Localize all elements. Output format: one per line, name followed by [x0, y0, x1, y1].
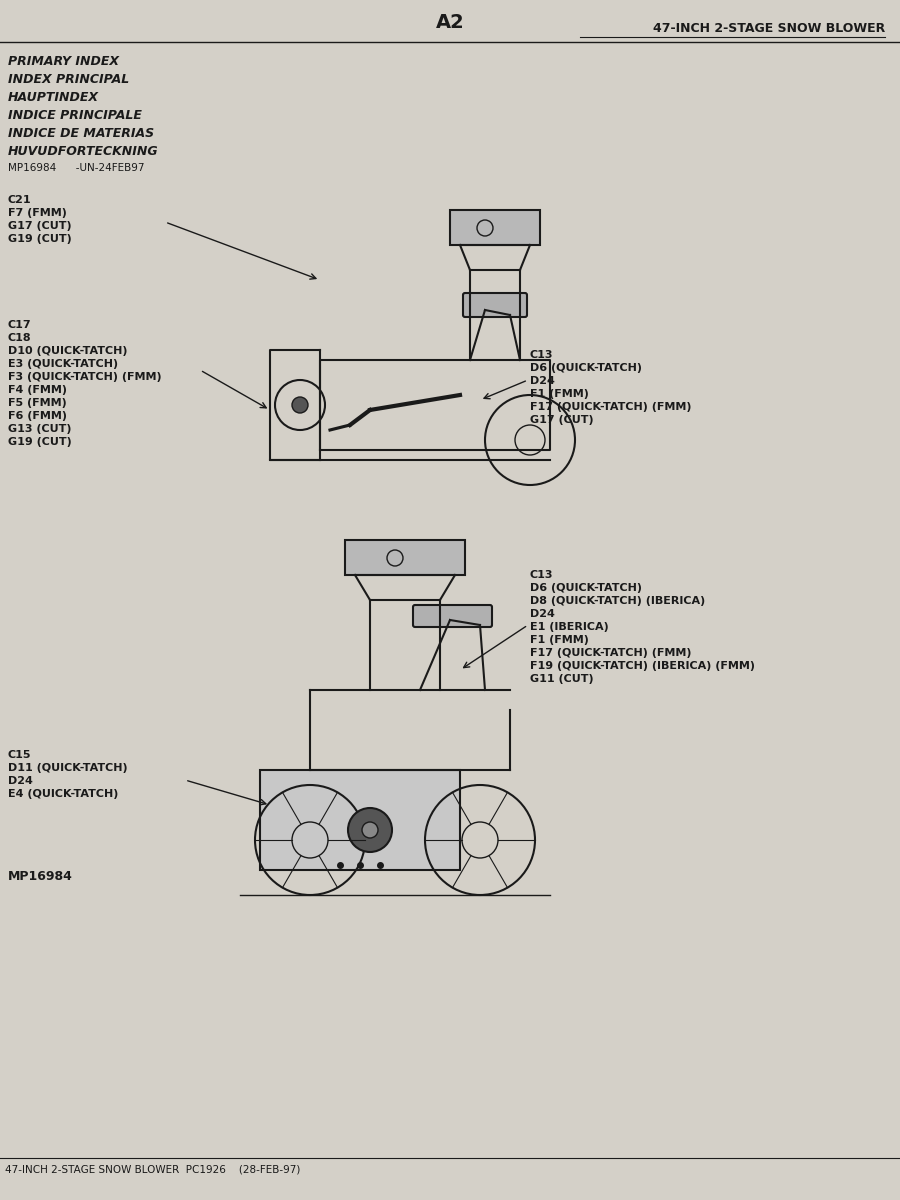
- Text: D10 (QUICK-TATCH): D10 (QUICK-TATCH): [8, 346, 128, 356]
- Text: F1 (FMM): F1 (FMM): [530, 389, 589, 398]
- Text: 47-INCH 2-STAGE SNOW BLOWER: 47-INCH 2-STAGE SNOW BLOWER: [652, 22, 885, 35]
- Text: PRIMARY INDEX: PRIMARY INDEX: [8, 55, 119, 68]
- FancyBboxPatch shape: [463, 293, 527, 317]
- Circle shape: [362, 822, 378, 838]
- Text: G19 (CUT): G19 (CUT): [8, 437, 72, 446]
- Text: D6 (QUICK-TATCH): D6 (QUICK-TATCH): [530, 362, 642, 373]
- Text: C18: C18: [8, 332, 32, 343]
- Text: D6 (QUICK-TATCH): D6 (QUICK-TATCH): [530, 583, 642, 593]
- Bar: [345, 540, 465, 575]
- Text: INDEX PRINCIPAL: INDEX PRINCIPAL: [8, 73, 130, 86]
- Text: G11 (CUT): G11 (CUT): [530, 674, 594, 684]
- Text: D24: D24: [530, 376, 555, 386]
- Text: D8 (QUICK-TATCH) (IBERICA): D8 (QUICK-TATCH) (IBERICA): [530, 596, 706, 606]
- FancyBboxPatch shape: [260, 770, 460, 870]
- Text: F4 (FMM): F4 (FMM): [8, 385, 67, 395]
- Text: G17 (CUT): G17 (CUT): [530, 415, 594, 425]
- Text: D24: D24: [8, 776, 33, 786]
- Text: 47-INCH 2-STAGE SNOW BLOWER  PC1926    (28-FEB-97): 47-INCH 2-STAGE SNOW BLOWER PC1926 (28-F…: [5, 1165, 301, 1175]
- Text: F5 (FMM): F5 (FMM): [8, 398, 67, 408]
- Text: INDICE DE MATERIAS: INDICE DE MATERIAS: [8, 127, 154, 140]
- Text: F17 (QUICK-TATCH) (FMM): F17 (QUICK-TATCH) (FMM): [530, 648, 691, 658]
- Text: C13: C13: [530, 570, 554, 580]
- Text: HUVUDFORTECKNING: HUVUDFORTECKNING: [8, 145, 158, 158]
- Text: F6 (FMM): F6 (FMM): [8, 410, 67, 421]
- Text: D11 (QUICK-TATCH): D11 (QUICK-TATCH): [8, 763, 128, 773]
- Text: G17 (CUT): G17 (CUT): [8, 221, 72, 230]
- Text: F3 (QUICK-TATCH) (FMM): F3 (QUICK-TATCH) (FMM): [8, 372, 162, 382]
- Text: D24: D24: [530, 608, 555, 619]
- Text: F19 (QUICK-TATCH) (IBERICA) (FMM): F19 (QUICK-TATCH) (IBERICA) (FMM): [530, 661, 755, 671]
- Text: C13: C13: [530, 350, 554, 360]
- Text: C17: C17: [8, 320, 32, 330]
- Text: HAUPTINDEX: HAUPTINDEX: [8, 91, 99, 104]
- Text: INDICE PRINCIPALE: INDICE PRINCIPALE: [8, 109, 142, 122]
- Text: F7 (FMM): F7 (FMM): [8, 208, 67, 218]
- Text: E4 (QUICK-TATCH): E4 (QUICK-TATCH): [8, 790, 119, 799]
- Circle shape: [292, 397, 308, 413]
- Text: A2: A2: [436, 12, 464, 31]
- Text: C21: C21: [8, 194, 32, 205]
- Text: F1 (FMM): F1 (FMM): [530, 635, 589, 646]
- Text: E3 (QUICK-TATCH): E3 (QUICK-TATCH): [8, 359, 118, 370]
- Text: C15: C15: [8, 750, 32, 760]
- Text: G13 (CUT): G13 (CUT): [8, 424, 71, 434]
- Text: G19 (CUT): G19 (CUT): [8, 234, 72, 244]
- Bar: [450, 210, 540, 245]
- Circle shape: [348, 808, 392, 852]
- Text: F17 (QUICK-TATCH) (FMM): F17 (QUICK-TATCH) (FMM): [530, 402, 691, 412]
- FancyBboxPatch shape: [413, 605, 492, 626]
- Text: E1 (IBERICA): E1 (IBERICA): [530, 622, 608, 632]
- Text: MP16984      -UN-24FEB97: MP16984 -UN-24FEB97: [8, 163, 145, 173]
- Text: MP16984: MP16984: [8, 870, 73, 883]
